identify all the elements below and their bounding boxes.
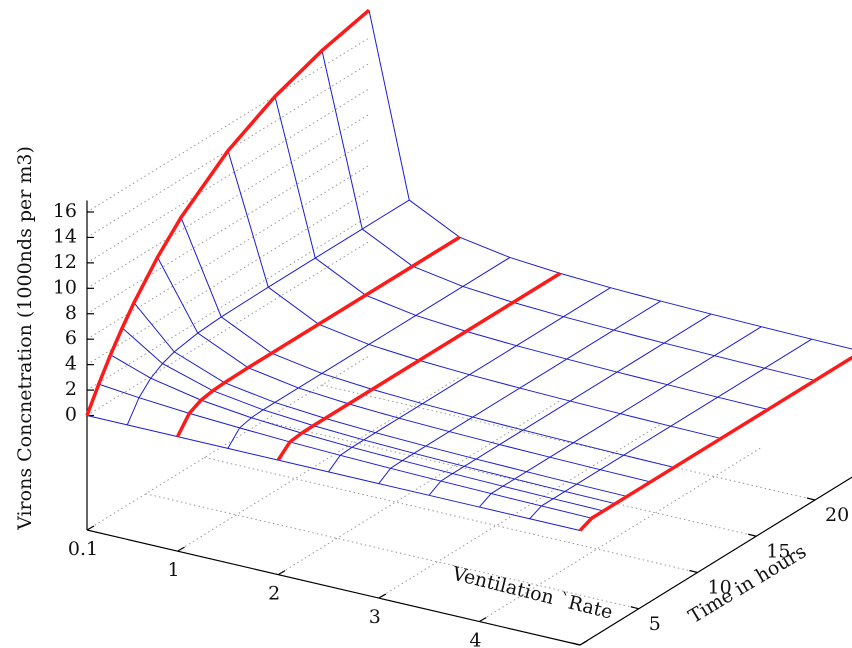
mesh-line [321, 50, 816, 381]
highlight-curve [85, 8, 371, 417]
z-tick-label: 2 [65, 378, 77, 400]
grid-line [177, 376, 460, 552]
x-tick-label: 4 [469, 630, 481, 648]
x-tick [177, 546, 185, 552]
y-tick-label: 5 [649, 613, 661, 635]
grid-line [378, 423, 662, 599]
mesh-line [529, 338, 812, 520]
y-tick-label: 10 [708, 577, 732, 599]
mesh-line [479, 326, 762, 508]
grid-line [321, 384, 816, 501]
grid-line [86, 190, 370, 366]
mesh-line [227, 150, 722, 439]
highlight-curve [175, 235, 461, 438]
z-tick-label: 16 [53, 200, 77, 222]
z-tick-label: 0 [65, 404, 77, 426]
grid-line [277, 400, 561, 576]
grid-line [86, 37, 370, 213]
grid-line [579, 476, 852, 646]
x-tick [277, 570, 286, 576]
grid-line [86, 164, 370, 340]
grid-line [86, 88, 370, 264]
z-tick-label: 12 [53, 251, 77, 273]
grid-line [86, 355, 370, 531]
mesh-line [328, 287, 611, 473]
grid-line [86, 215, 370, 391]
y-tick [689, 569, 698, 574]
x-tick [86, 525, 95, 531]
z-tick-label: 10 [53, 276, 77, 298]
x-axis [86, 529, 581, 646]
mesh-line [86, 415, 581, 532]
grid-line [86, 139, 370, 315]
mesh-line [274, 96, 769, 410]
z-axis-label: Virons Concnetration (1000nds per m3) [14, 146, 36, 531]
grid-line [86, 63, 370, 238]
grid-line [86, 241, 370, 416]
x-tick-label: 0.1 [68, 538, 98, 560]
grid-line [479, 447, 762, 622]
y-axis-label: Time in hours [685, 540, 810, 627]
y-tick [630, 606, 639, 610]
grid-line [204, 457, 698, 573]
mesh-line [378, 300, 662, 484]
x-tick [579, 640, 588, 646]
y-tick [806, 497, 816, 501]
x-tick [378, 593, 387, 599]
z-tick-label: 6 [65, 327, 77, 349]
z-tick-label: 8 [65, 302, 77, 324]
y-tick-label: 15 [766, 540, 790, 562]
mesh-line [133, 302, 628, 497]
x-axis-label: Ventilation `Rate [449, 562, 615, 623]
mesh-line [428, 313, 712, 496]
x-tick [479, 617, 487, 623]
highlight-curve [578, 355, 852, 532]
grid-line [86, 113, 370, 289]
y-tick-label: 20 [825, 504, 849, 526]
x-tick-label: 2 [268, 583, 280, 605]
y-tick [571, 642, 581, 646]
mesh-line [110, 354, 604, 512]
mesh-line [126, 199, 410, 426]
z-tick-label: 4 [65, 353, 77, 375]
x-tick-label: 1 [168, 559, 180, 581]
highlight-curve [276, 271, 562, 462]
x-tick-label: 3 [369, 606, 381, 628]
mesh-line [227, 257, 511, 449]
grid-line [145, 493, 639, 610]
y-tick [748, 533, 757, 537]
z-tick-label: 14 [53, 225, 77, 247]
grid-line [263, 420, 757, 537]
y-axis [579, 476, 852, 646]
